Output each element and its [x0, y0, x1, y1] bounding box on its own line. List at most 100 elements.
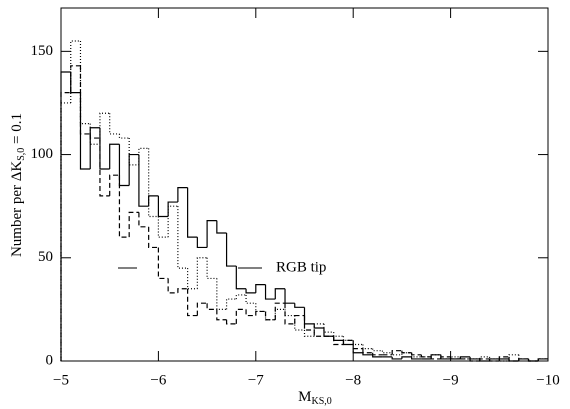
y-label-tail: = 0.1	[9, 113, 25, 148]
histogram-step	[235, 308, 247, 324]
histogram-step	[469, 356, 480, 360]
histogram-step	[362, 352, 373, 356]
histogram-step	[167, 278, 178, 294]
histogram-step	[518, 354, 529, 360]
histogram-step	[294, 303, 305, 308]
histogram-step	[284, 288, 295, 304]
histogram-step	[420, 354, 432, 358]
histogram-step	[118, 175, 130, 238]
x-tick-label: −8	[345, 372, 361, 388]
histogram-step	[430, 356, 441, 360]
histogram-step	[89, 127, 100, 170]
histogram-step	[157, 195, 169, 218]
histogram-step	[508, 354, 519, 361]
histogram-step	[79, 65, 91, 135]
histogram-step	[352, 340, 363, 350]
histogram-step	[411, 352, 422, 356]
histogram-step	[157, 247, 169, 280]
histogram-step	[333, 332, 344, 337]
histogram-step	[372, 354, 383, 358]
histogram-step	[225, 319, 237, 325]
histogram-step	[187, 288, 198, 317]
histogram-step	[488, 356, 500, 360]
histogram-step	[352, 340, 363, 346]
histogram-step	[303, 330, 315, 337]
histogram-step	[537, 358, 548, 361]
histogram-step	[401, 350, 412, 354]
x-tick-label: −10	[536, 372, 559, 388]
histogram-step	[148, 226, 159, 249]
histogram-step	[518, 358, 529, 361]
histogram-step	[342, 336, 354, 341]
histogram-step	[79, 41, 91, 125]
histogram-step	[70, 65, 81, 93]
y-tick-label: 0	[46, 352, 54, 368]
histogram-step	[196, 257, 208, 289]
histogram-step	[391, 350, 402, 355]
x-label-sub: KS,0	[312, 396, 332, 407]
histogram-step	[294, 315, 305, 331]
histogram-step	[148, 148, 159, 218]
x-tick-label: −5	[53, 372, 69, 388]
histogram-step	[70, 40, 81, 103]
histogram-step	[264, 284, 276, 300]
histogram-step	[60, 92, 71, 361]
histogram-step	[362, 344, 373, 350]
histogram-step	[235, 294, 247, 300]
histogram-step	[381, 350, 393, 354]
histogram-step	[225, 233, 237, 267]
histogram-step	[177, 288, 188, 293]
histogram-step	[216, 220, 227, 234]
histogram-step	[274, 308, 286, 320]
histogram-step	[333, 336, 344, 341]
histogram-step	[459, 356, 471, 359]
histogram-step	[498, 356, 510, 361]
histogram-step	[245, 288, 256, 294]
histogram-step	[469, 358, 480, 362]
histogram-step	[128, 211, 139, 238]
annotation: RGB tip	[276, 259, 326, 275]
histogram-step	[313, 323, 324, 329]
histogram-step	[245, 294, 256, 304]
x-tick-label: −9	[443, 372, 459, 388]
histogram-step	[342, 340, 354, 346]
histogram-step	[342, 339, 354, 345]
histogram-step	[430, 354, 441, 357]
y-tick-label: 100	[31, 146, 54, 162]
histogram-step	[216, 278, 227, 310]
histogram-step	[313, 330, 324, 337]
histogram-step	[206, 257, 217, 280]
histogram-step	[284, 303, 295, 325]
x-tick-label: −7	[248, 372, 264, 388]
histogram-step	[70, 71, 81, 94]
histogram-step	[274, 288, 286, 300]
histogram-step	[274, 302, 286, 320]
histogram-step	[508, 356, 519, 362]
histogram-step	[128, 153, 139, 186]
histogram-step	[411, 356, 422, 360]
x-axis-label: MKS,0	[298, 389, 332, 407]
histogram-step	[109, 143, 120, 170]
histogram-step	[459, 356, 471, 360]
histogram-step	[255, 310, 266, 316]
histogram-step	[128, 138, 139, 166]
histogram-step	[284, 309, 295, 317]
histogram-step	[177, 206, 188, 269]
x-tick-label: −6	[150, 372, 166, 388]
histogram-step	[99, 112, 110, 145]
histogram-step	[479, 356, 490, 359]
y-axis-label: Number per ΔKS,0 = 0.1	[9, 113, 27, 257]
histogram-step	[109, 174, 120, 196]
histogram-step	[187, 268, 198, 290]
histogram-step	[440, 356, 451, 359]
x-label-main: M	[298, 389, 311, 405]
histogram-step	[196, 302, 208, 316]
histogram-step	[138, 212, 149, 228]
histogram-step	[323, 323, 334, 333]
histogram-step	[225, 298, 237, 310]
y-label-main: Number per ΔK	[9, 161, 25, 257]
histogram-step	[245, 309, 256, 317]
histogram-step	[109, 113, 120, 135]
histogram-step	[89, 133, 100, 139]
